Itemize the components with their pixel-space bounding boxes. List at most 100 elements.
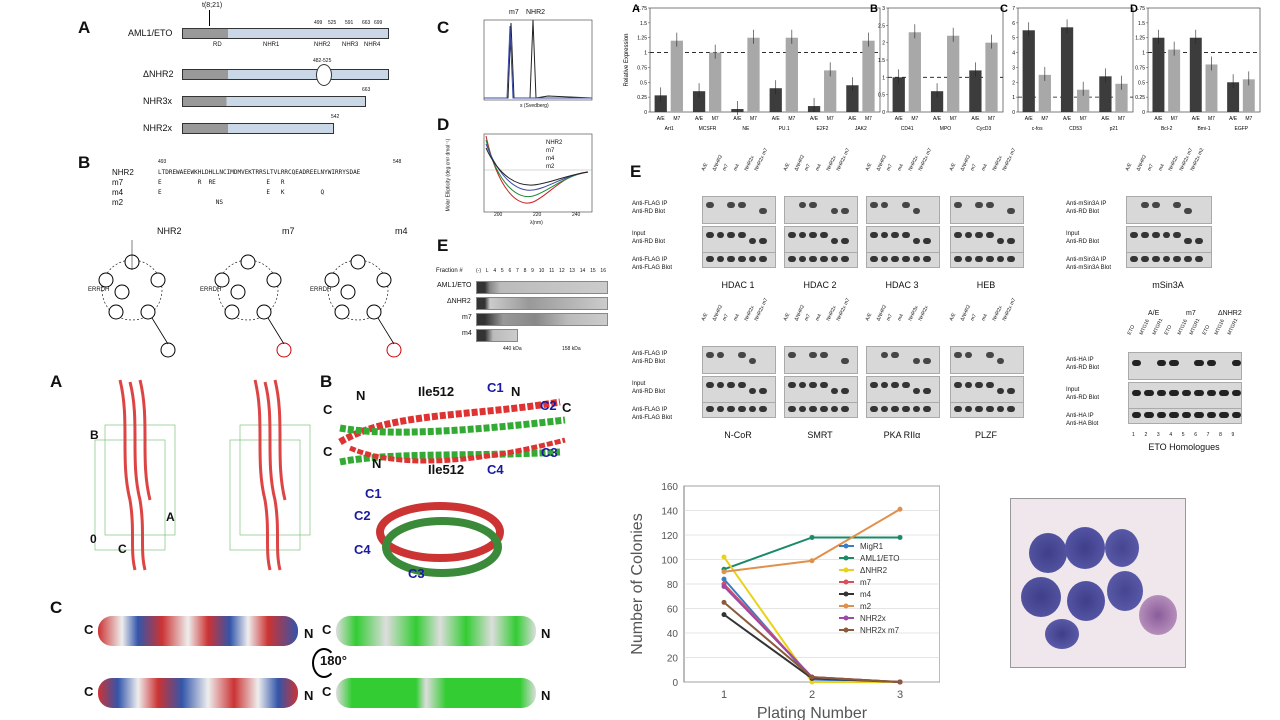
lane-label: m4 [896, 313, 905, 322]
band [1144, 412, 1154, 418]
lane-label: m7 [1146, 163, 1155, 172]
y-tick-label: 6 [1012, 21, 1015, 27]
lane-label: m4 [814, 313, 823, 322]
legend-marker [843, 579, 849, 585]
bar [1152, 37, 1165, 112]
y-tick-label: 0 [644, 110, 647, 116]
lane-label: MTG16 [1138, 318, 1152, 336]
y-tick-label: 1.5 [1138, 21, 1145, 27]
band [1173, 202, 1182, 208]
bar [1227, 82, 1240, 112]
wheel-side-label: ERRDH [310, 287, 332, 293]
band [716, 352, 725, 358]
gel-row [476, 281, 608, 294]
lane-label: m4 [732, 313, 741, 322]
bar-x-label: A/E [1154, 116, 1163, 122]
data-point [721, 612, 727, 618]
chart-panel-label: B [870, 3, 878, 15]
y-tick-label: 2 [882, 41, 885, 47]
position-label: 699 [374, 20, 383, 26]
blot-strip [1126, 196, 1212, 224]
band [706, 406, 714, 412]
y-tick-label: 1 [1142, 51, 1145, 57]
lane-label: MTGR1 [1226, 317, 1239, 336]
band [1140, 256, 1149, 262]
band [1184, 208, 1193, 214]
surface-end-label: N [541, 626, 551, 641]
blot-row-label: Anti-mSin3A IP Anti-mSin3A Blot [1066, 257, 1112, 271]
wheel-side-label: ERRDH [88, 287, 110, 293]
band [975, 382, 983, 388]
band [788, 256, 796, 262]
gene-label: JAK2 [855, 126, 867, 132]
panel-label-C-struct: C [50, 598, 63, 617]
bar-x-label: A/E [657, 116, 666, 122]
bar [1060, 27, 1074, 112]
construct-label: AML1/ETO [128, 28, 173, 38]
blot-strip [950, 346, 1024, 374]
seq-name: m4 [112, 188, 124, 197]
construct-label: ΔNHR2 [143, 69, 174, 79]
y-tick-label: 1.5 [878, 58, 885, 64]
lane-label: m4 [896, 163, 905, 172]
legend-marker [843, 567, 849, 573]
cd-plot [483, 133, 593, 213]
y-tick-label: 40 [667, 629, 679, 640]
bar-x-label: M7 [1245, 116, 1252, 122]
band [809, 232, 817, 238]
lane-label: ETO [1201, 324, 1211, 336]
band [880, 256, 889, 262]
band [1195, 256, 1203, 262]
band [964, 232, 973, 238]
band [902, 382, 910, 388]
bar-x-label: A/E [1192, 116, 1201, 122]
gene-label: E2F2 [817, 126, 829, 132]
lane-label: A/E [948, 312, 958, 322]
band [788, 232, 796, 238]
bar [785, 37, 798, 112]
auc-xlabel: s (Svedberg) [520, 103, 549, 109]
y-tick-label: 7 [1012, 6, 1015, 12]
western-blots: Anti-FLAG IP Anti-RD Blot Input Anti-RD B… [620, 147, 1280, 452]
fraction-number: 6 [508, 268, 512, 274]
band [759, 256, 767, 262]
band [1151, 256, 1160, 262]
surface-end-label: C [322, 622, 332, 637]
band [759, 388, 767, 394]
lane-label: A/E [782, 162, 792, 172]
legend-label: ΔNHR2 [860, 566, 888, 575]
gene-label: CD53 [1069, 126, 1082, 132]
band [1194, 412, 1204, 418]
band [706, 232, 714, 238]
construct-nhr2x-bar [182, 123, 334, 134]
lane-label: NHR2x m7 [753, 147, 770, 172]
band [870, 406, 878, 412]
rotation-label: 180° [320, 653, 347, 668]
blot-strip [702, 346, 776, 374]
lane-label: A/E [782, 312, 792, 322]
y-tick-label: 3 [1012, 65, 1015, 71]
band [841, 208, 849, 214]
y-tick-label: 0 [1142, 110, 1145, 116]
bar-x-label: M7 [950, 116, 957, 122]
band [996, 388, 1005, 394]
band [912, 256, 921, 262]
blot-title: mSin3A [1152, 280, 1184, 290]
wheel-nhr2 [98, 240, 176, 358]
blot-title: HDAC 3 [885, 280, 919, 290]
gel-row [476, 329, 518, 342]
gene-label: c-fos [1032, 126, 1043, 132]
band [891, 352, 899, 358]
band [809, 382, 817, 388]
band [1007, 238, 1015, 244]
band [1173, 256, 1182, 262]
band [1156, 390, 1167, 396]
band [912, 388, 921, 394]
band [996, 358, 1005, 364]
cell [1029, 533, 1067, 573]
band [1181, 390, 1192, 396]
band [738, 256, 746, 262]
band [716, 232, 725, 238]
blot-row-label: Input Anti-RD Blot [632, 381, 666, 395]
lane-number: 4 [1169, 432, 1173, 438]
